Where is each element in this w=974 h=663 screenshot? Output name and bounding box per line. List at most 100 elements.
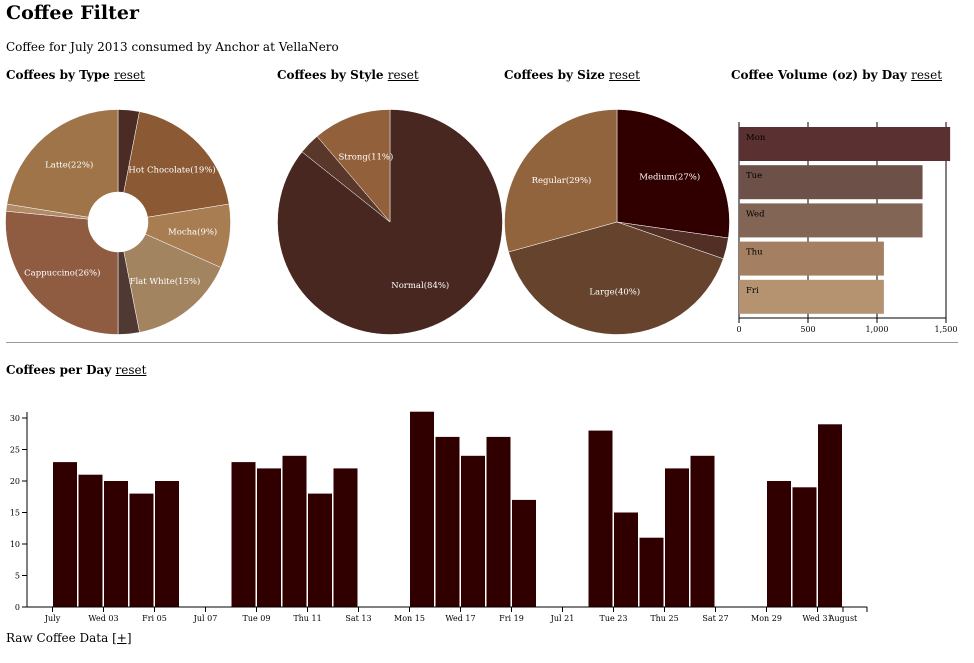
perday-bar-18[interactable] [486, 436, 511, 607]
perday-bar-8[interactable] [231, 462, 256, 607]
perday-bar-3[interactable] [104, 481, 128, 607]
pie-slice-label: Normal(84%) [391, 280, 449, 291]
pie-slice-label: Regular(29%) [532, 175, 592, 186]
volume-bar-label: Mon [746, 133, 766, 143]
perday-x-tick-label: Wed 03 [88, 614, 118, 623]
volume-x-tick-label: 1,000 [866, 325, 889, 334]
perday-x-tick-label: Thu 25 [650, 614, 678, 623]
volume-bar-label: Tue [746, 171, 762, 181]
type-slice-hot-chocolate[interactable] [123, 111, 230, 218]
size-reset-link[interactable]: reset [609, 68, 640, 82]
volume-chart-title: Coffee Volume (oz) by Day reset [731, 68, 942, 82]
perday-bar-4[interactable] [129, 493, 154, 607]
section-divider [6, 342, 958, 343]
type-reset-link[interactable]: reset [113, 68, 145, 82]
volume-bar-label: Thu [746, 248, 763, 258]
perday-bar-15[interactable] [410, 411, 434, 607]
perday-bar-19[interactable] [512, 499, 536, 607]
perday-bar-26[interactable] [690, 455, 715, 607]
perday-y-tick-label: 10 [10, 540, 20, 549]
raw-data-toggle[interactable]: [+] [112, 631, 132, 645]
perday-x-tick-label: Jul 21 [550, 614, 575, 623]
perday-bar-9[interactable] [257, 468, 281, 607]
perday-x-tick-label: Mon 29 [751, 614, 782, 623]
perday-y-tick-label: 0 [15, 603, 20, 612]
perday-bar-11[interactable] [308, 493, 332, 607]
perday-chart-title: Coffees per Day reset [6, 363, 146, 377]
volume-x-tick-label: 1,500 [935, 325, 958, 334]
perday-bar-22[interactable] [588, 430, 613, 607]
type-slice-latte[interactable] [6, 109, 119, 218]
pie-slice-label: Flat White(15%) [130, 276, 201, 287]
type-chart-title: Coffees by Type reset [6, 68, 145, 82]
volume-bar-fri[interactable] [739, 279, 884, 314]
raw-data-section: Raw Coffee Data [+] [6, 631, 132, 645]
volume-x-tick-label: 500 [800, 325, 815, 334]
pie-slice-label: Strong(11%) [338, 152, 393, 163]
pie-slice-label: Latte(22%) [45, 160, 93, 171]
type-chart-heading: Coffees by Type [6, 68, 110, 82]
perday-bar-31[interactable] [818, 424, 842, 607]
perday-y-tick-label: 30 [10, 414, 20, 423]
perday-bar-10[interactable] [282, 455, 307, 607]
volume-bar-thu[interactable] [739, 241, 884, 276]
style-slice-strong[interactable] [316, 109, 391, 223]
perday-bar-23[interactable] [614, 512, 638, 608]
perday-bar-1[interactable] [53, 462, 77, 607]
pie-slice-label: Hot Chocolate(19%) [128, 165, 215, 176]
perday-reset-link[interactable]: reset [115, 363, 147, 377]
perday-bar-5[interactable] [155, 481, 179, 607]
perday-bar-29[interactable] [767, 481, 791, 607]
page-subtitle: Coffee for July 2013 consumed by Anchor … [6, 40, 339, 54]
pie-slice-label: Cappuccino(26%) [24, 268, 100, 279]
perday-x-tick-label: Wed 17 [445, 614, 475, 623]
volume-bar-label: Wed [746, 209, 765, 219]
volume-reset-link[interactable]: reset [911, 68, 943, 82]
volume-bar-label: Fri [746, 286, 759, 296]
type-slice-cappuccino[interactable] [5, 210, 119, 335]
size-slice-regular[interactable] [504, 109, 618, 253]
volume-bar-mon[interactable] [739, 127, 951, 161]
perday-bar-17[interactable] [461, 455, 485, 607]
perday-x-tick-label: August [828, 614, 858, 623]
pie-slice-label: Medium(27%) [639, 171, 700, 182]
perday-x-tick-label: Fri 19 [499, 614, 524, 623]
type-slice-flat-white[interactable] [123, 233, 222, 333]
pie-slice-label: Mocha(9%) [168, 227, 217, 238]
perday-x-tick-label: Fri 05 [142, 614, 167, 623]
style-chart-heading: Coffees by Style [277, 68, 384, 82]
style-reset-link[interactable]: reset [387, 68, 419, 82]
perday-x-tick-label: Thu 11 [293, 614, 321, 623]
perday-y-tick-label: 5 [15, 572, 20, 581]
perday-bar-25[interactable] [665, 468, 689, 607]
perday-bar-30[interactable] [792, 487, 817, 607]
perday-x-tick-label: Jul 07 [193, 614, 218, 623]
perday-x-tick-label: Tue 09 [243, 614, 271, 623]
perday-bar-16[interactable] [435, 436, 460, 607]
perday-x-tick-label: Tue 23 [600, 614, 628, 623]
perday-x-tick-label: Wed 31 [802, 614, 832, 623]
perday-y-tick-label: 15 [10, 509, 20, 518]
size-slice-large[interactable] [508, 221, 724, 335]
perday-x-tick-label: Mon 15 [394, 614, 425, 623]
size-slice-medium[interactable] [616, 109, 730, 239]
perday-y-tick-label: 25 [10, 446, 20, 455]
perday-bar-2[interactable] [78, 474, 103, 607]
perday-x-tick-label: Sat 27 [702, 614, 728, 623]
perday-bar-12[interactable] [333, 468, 358, 607]
volume-bar-wed[interactable] [739, 203, 923, 238]
perday-chart-heading: Coffees per Day [6, 363, 112, 377]
perday-bar-24[interactable] [639, 537, 664, 607]
style-chart-title: Coffees by Style reset [277, 68, 419, 82]
page-title: Coffee Filter [6, 2, 139, 24]
perday-bar-chart: 0 5 10 15 20 25 30 July Wed 03 Fri 05 Jul 07 Tue 09… [10, 411, 868, 623]
volume-chart-heading: Coffee Volume (oz) by Day [731, 68, 907, 82]
perday-x-tick-label: July [44, 614, 61, 623]
perday-y-tick-label: 20 [10, 477, 20, 486]
size-pie-chart: Medium(27%) Large(40%) Regular(29%) [504, 109, 730, 335]
volume-bar-chart: Mon Tue Wed Thu Fri 0 500 1,000 1,500 [736, 122, 958, 334]
pie-slice-label: Large(40%) [589, 287, 640, 298]
volume-bar-tue[interactable] [739, 165, 923, 200]
type-pie-chart: Hot Chocolate(19%) Mocha(9%) Flat White(15… [5, 109, 231, 335]
style-pie-chart: Normal(84%) Strong(11%) [277, 109, 503, 335]
